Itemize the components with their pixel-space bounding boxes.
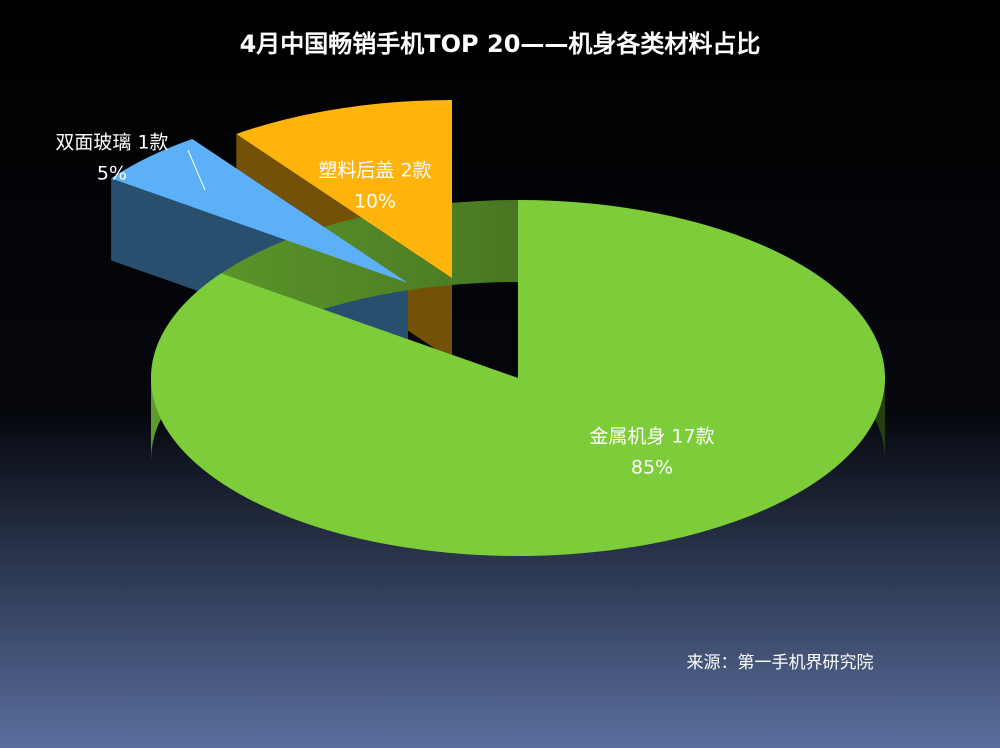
source-note: 来源：第一手机界研究院 [687,653,874,673]
value-label: 5% [97,163,127,185]
slice [236,100,452,278]
slice-label: 塑料后盖 2款 [318,160,431,182]
slice-label: 双面玻璃 1款 [55,132,168,154]
leader-line [187,149,206,191]
value-label: 85% [631,457,673,479]
slice-label: 金属机身 17款 [589,426,714,448]
value-label: 10% [354,191,396,213]
chart-title: 4月中国畅销手机TOP 20——机身各类材料占比 [240,30,761,58]
slice [150,200,885,556]
slice [111,138,408,283]
